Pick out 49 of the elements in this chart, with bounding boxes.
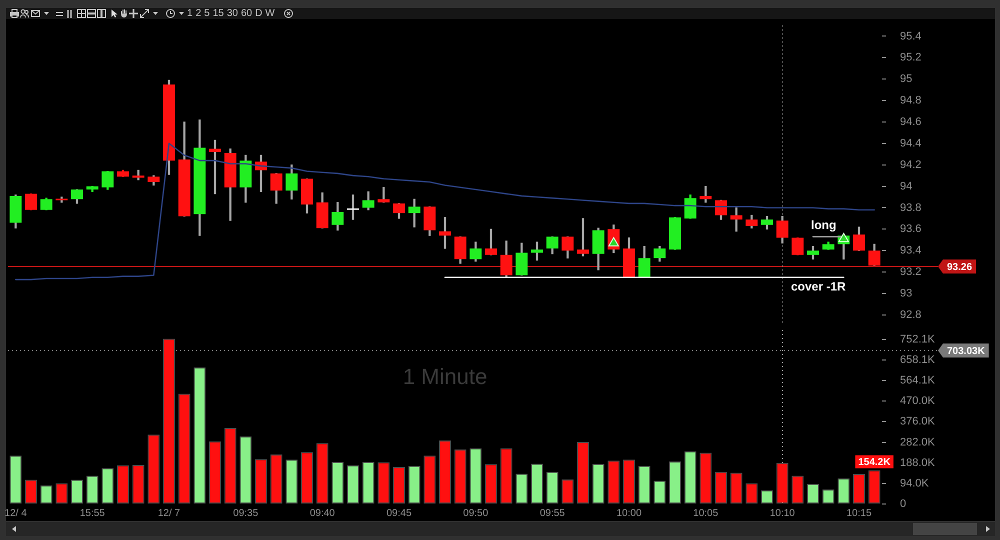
y-tick-label: 752.1K [900, 333, 936, 346]
text: D [255, 8, 262, 19]
text: 2 [196, 8, 202, 19]
y-tick-label: 282.0K [900, 436, 936, 448]
x-tick-label: 10:10 [770, 508, 796, 519]
x-tick-label: 09:50 [463, 508, 489, 519]
x-tick-label: 15:55 [80, 508, 106, 519]
text: 15 [212, 8, 224, 19]
x-tick-label: 10:15 [846, 508, 872, 519]
text: 60 [240, 8, 252, 19]
annotation: 1 Minute [402, 364, 488, 390]
y-tick-label: 658.1K [900, 354, 936, 366]
x-tick-label: 09:55 [540, 508, 566, 519]
y-tick-label: 95.4 [900, 30, 922, 42]
x-tick-label: 12/ 4 [4, 508, 28, 519]
y-tick-label: 564.1K [900, 374, 936, 387]
x-tick-label: 10:00 [616, 508, 642, 519]
y-tick-label: 94.8 [900, 94, 922, 107]
text: 1 [187, 8, 193, 19]
y-tick-label: 93.6 [900, 223, 922, 236]
series-label: long [811, 218, 836, 232]
x-tick-label: 10:05 [693, 508, 719, 519]
y-tick-label: 376.0K [900, 416, 936, 428]
series-label: cover -1R [790, 280, 846, 294]
ref-line-label: 93.26 [947, 262, 972, 273]
y-tick-label: 93.2 [900, 266, 922, 278]
y-tick-label: 94.4 [900, 137, 922, 150]
y-tick-label: 94 [900, 180, 912, 192]
y-tick-label: 0 [900, 498, 906, 510]
y-tick-label: 94.2 [900, 158, 922, 171]
y-tick-label: 470.0K [900, 395, 936, 408]
y-tick-label: 95 [900, 73, 912, 86]
x-tick-label: 09:45 [386, 508, 412, 519]
x-tick-label: 12/ 7 [158, 508, 181, 519]
y-tick-label: 94.0K [900, 477, 930, 490]
y-tick-label: 188.0K [900, 456, 936, 469]
data-label: 154.2K [858, 457, 892, 468]
y-tick-label: 95.2 [900, 52, 922, 64]
text: 5 [204, 8, 210, 19]
y-tick-label: 93 [900, 288, 912, 300]
y-tick-label: 93.4 [900, 244, 922, 257]
y-tick-label: 92.8 [900, 308, 922, 321]
ref-line-label: 703.03K [947, 346, 986, 357]
text: W [265, 8, 275, 19]
y-tick-label: 93.8 [900, 202, 922, 214]
x-tick-label: 09:40 [310, 508, 336, 519]
x-tick-label: 09:35 [233, 508, 259, 519]
text: 30 [226, 8, 238, 19]
y-tick-label: 94.6 [900, 116, 922, 128]
